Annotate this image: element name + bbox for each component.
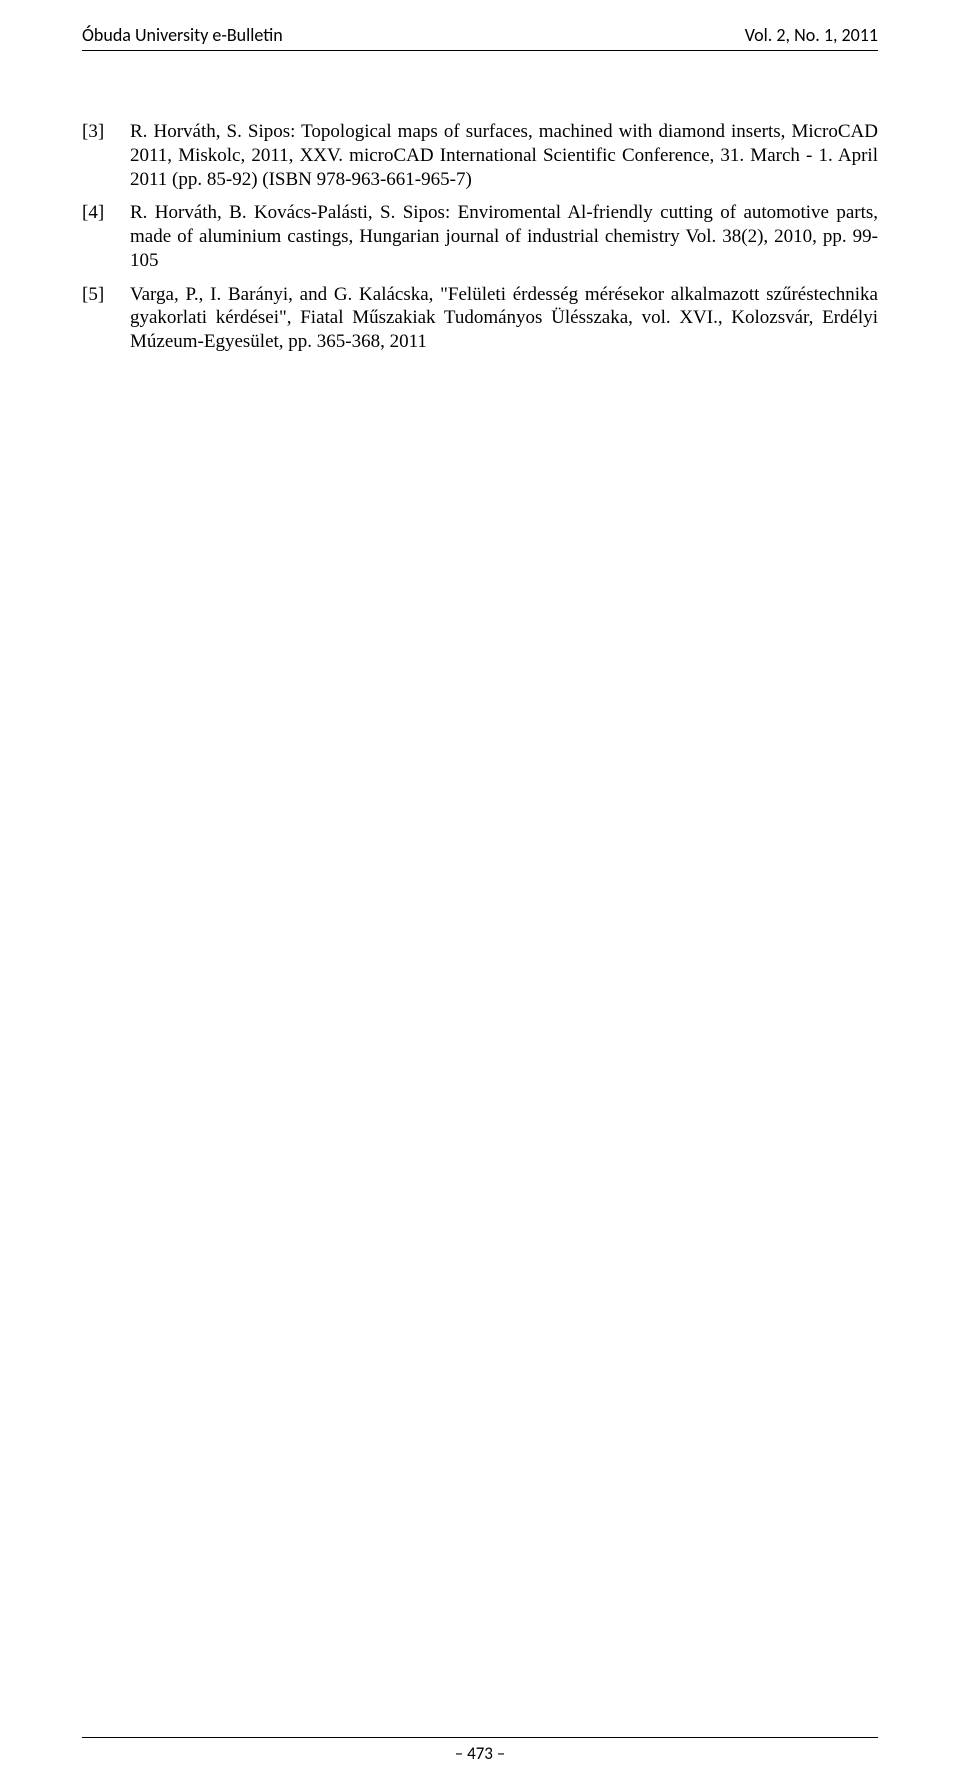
header-right: Vol. 2, No. 1, 2011: [745, 24, 878, 46]
reference-number: [4]: [82, 201, 130, 272]
footer-divider: [82, 1737, 878, 1738]
reference-text: R. Horváth, S. Sipos: Topological maps o…: [130, 120, 878, 191]
reference-item: [4] R. Horváth, B. Kovács-Palásti, S. Si…: [82, 201, 878, 272]
page-footer: – 473 –: [0, 1743, 960, 1764]
page-header: Óbuda University e-Bulletin Vol. 2, No. …: [82, 24, 878, 51]
reference-text: R. Horváth, B. Kovács-Palásti, S. Sipos:…: [130, 201, 878, 272]
reference-item: [5] Varga, P., I. Barányi, and G. Kalács…: [82, 283, 878, 354]
reference-number: [3]: [82, 120, 130, 191]
reference-number: [5]: [82, 283, 130, 354]
reference-item: [3] R. Horváth, S. Sipos: Topological ma…: [82, 120, 878, 191]
references-section: [3] R. Horváth, S. Sipos: Topological ma…: [82, 120, 878, 364]
reference-text: Varga, P., I. Barányi, and G. Kalácska, …: [130, 283, 878, 354]
page-number: – 473 –: [455, 1743, 505, 1764]
header-left: Óbuda University e-Bulletin: [82, 24, 283, 46]
